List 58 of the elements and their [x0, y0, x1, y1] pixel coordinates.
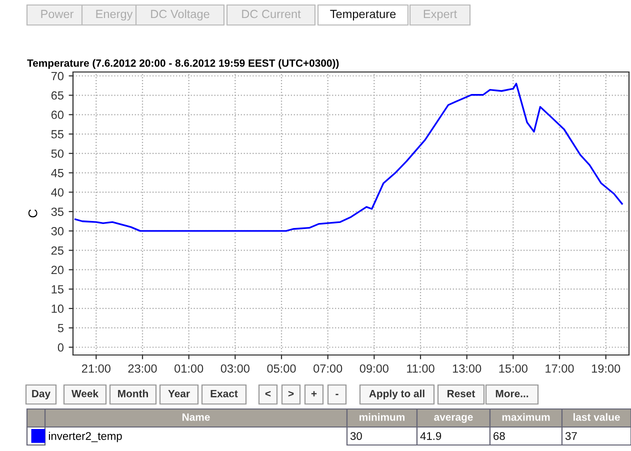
y-tick-label: 5 [58, 324, 64, 332]
text: + [311, 391, 317, 396]
text: 30 [350, 432, 362, 440]
text: Expert [424, 10, 457, 20]
y-tick-label: 65 [51, 91, 64, 100]
x-tick-label: 01:00 [174, 364, 204, 373]
x-tick-label: 15:00 [499, 364, 528, 373]
x-tick-label: 11:00 [407, 364, 434, 373]
y-tick-label: 35 [51, 208, 64, 216]
text: Apply to all [369, 390, 424, 400]
y-tick-label: 25 [51, 246, 64, 255]
x-tick-label: 17:00 [546, 364, 574, 373]
y-tick-label: 50 [51, 149, 64, 158]
text: Reset [448, 390, 476, 398]
y-tick-label: 70 [51, 72, 64, 80]
legend-label: inverter2_temp [48, 432, 122, 442]
text: 41.9 [420, 432, 442, 440]
text: < [265, 390, 271, 397]
text: Week [71, 390, 99, 398]
y-tick-label: 15 [52, 285, 64, 294]
x-tick-label: 21:00 [82, 364, 110, 373]
x-tick-label: 23:00 [128, 364, 157, 373]
y-tick-label: 30 [51, 226, 64, 236]
y-tick-label: 45 [51, 168, 64, 178]
text: - [336, 394, 338, 396]
text: Year [168, 390, 190, 398]
y-tick-label: 20 [51, 266, 64, 274]
text: > [288, 390, 294, 397]
text: last value [573, 413, 620, 421]
x-tick-label: 09:00 [360, 364, 388, 373]
x-tick-label: 05:00 [267, 364, 296, 373]
text: DC Current [242, 10, 301, 18]
text: More... [496, 390, 528, 398]
x-tick-label: 19:00 [592, 364, 620, 373]
text: 68 [494, 432, 505, 440]
text: Name [182, 414, 210, 421]
x-tick-label: 03:00 [220, 364, 250, 373]
text: Month [118, 390, 148, 398]
text: 37 [565, 432, 577, 440]
text: Day [32, 390, 50, 400]
line-series [74, 82, 623, 232]
x-tick-label: 13:00 [452, 364, 482, 373]
text: minimum [360, 413, 405, 421]
y-tick-label: 55 [51, 130, 64, 138]
y-tick-label: 0 [58, 343, 64, 352]
chart-title: Temperature (7.6.2012 20:00 - 8.6.2012 19:59 EEST (UTC+0300)) [27, 59, 339, 69]
text: Energy [96, 10, 133, 20]
y-tick-label: 40 [51, 188, 64, 197]
y-tick-label: 60 [51, 110, 64, 120]
text: DC Voltage [151, 10, 210, 20]
text: Power [41, 10, 74, 18]
y-tick-label: 10 [52, 304, 64, 313]
y-axis-title: C [28, 209, 38, 218]
text: Exact [210, 390, 238, 398]
text: maximum [502, 413, 550, 421]
text: Temperature [330, 10, 396, 20]
x-tick-label: 07:00 [314, 364, 342, 373]
text: average [434, 415, 473, 423]
